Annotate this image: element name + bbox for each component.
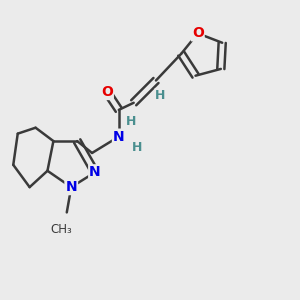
Text: H: H <box>131 140 142 154</box>
Text: H: H <box>125 115 136 128</box>
Text: O: O <box>101 85 113 99</box>
Text: CH₃: CH₃ <box>50 223 72 236</box>
Text: N: N <box>113 130 124 144</box>
Text: N: N <box>89 165 101 179</box>
Text: H: H <box>155 88 166 101</box>
Text: O: O <box>192 26 204 40</box>
Text: N: N <box>65 180 77 194</box>
